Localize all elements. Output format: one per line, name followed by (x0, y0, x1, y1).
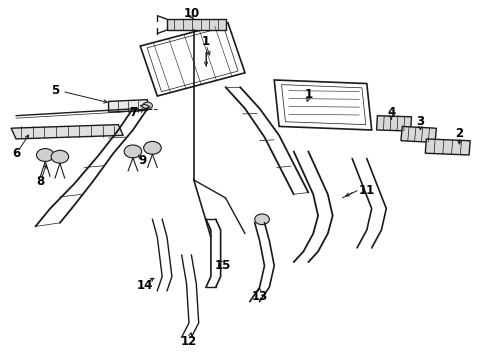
Circle shape (143, 102, 152, 109)
Polygon shape (167, 19, 225, 30)
Polygon shape (401, 126, 437, 143)
Circle shape (144, 141, 161, 154)
Text: 10: 10 (183, 7, 199, 20)
Circle shape (51, 150, 69, 163)
Polygon shape (425, 139, 470, 155)
Text: 2: 2 (455, 127, 464, 140)
Text: 14: 14 (137, 279, 153, 292)
Text: 4: 4 (387, 105, 395, 119)
Polygon shape (11, 125, 123, 139)
Text: 1: 1 (202, 35, 210, 48)
Text: 9: 9 (139, 154, 147, 167)
Text: 1: 1 (304, 88, 313, 101)
Text: 13: 13 (251, 289, 268, 303)
Polygon shape (376, 116, 412, 131)
Text: 6: 6 (12, 147, 20, 160)
Text: 3: 3 (416, 114, 424, 127)
Text: 5: 5 (51, 84, 59, 97)
Polygon shape (109, 100, 147, 112)
Text: 8: 8 (36, 175, 45, 188)
Text: 11: 11 (359, 184, 375, 197)
Text: 15: 15 (215, 259, 231, 272)
Circle shape (36, 149, 54, 161)
Text: 7: 7 (129, 105, 137, 119)
Circle shape (124, 145, 142, 158)
Polygon shape (140, 104, 150, 109)
Circle shape (255, 214, 270, 225)
Text: 12: 12 (181, 335, 197, 348)
